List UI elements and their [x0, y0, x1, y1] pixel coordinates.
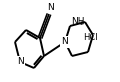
- Text: 2: 2: [79, 21, 84, 26]
- Text: N: N: [17, 57, 23, 67]
- Text: N: N: [62, 37, 68, 46]
- Text: HCl: HCl: [83, 34, 98, 42]
- Text: N: N: [47, 2, 53, 11]
- Text: NH: NH: [71, 17, 84, 26]
